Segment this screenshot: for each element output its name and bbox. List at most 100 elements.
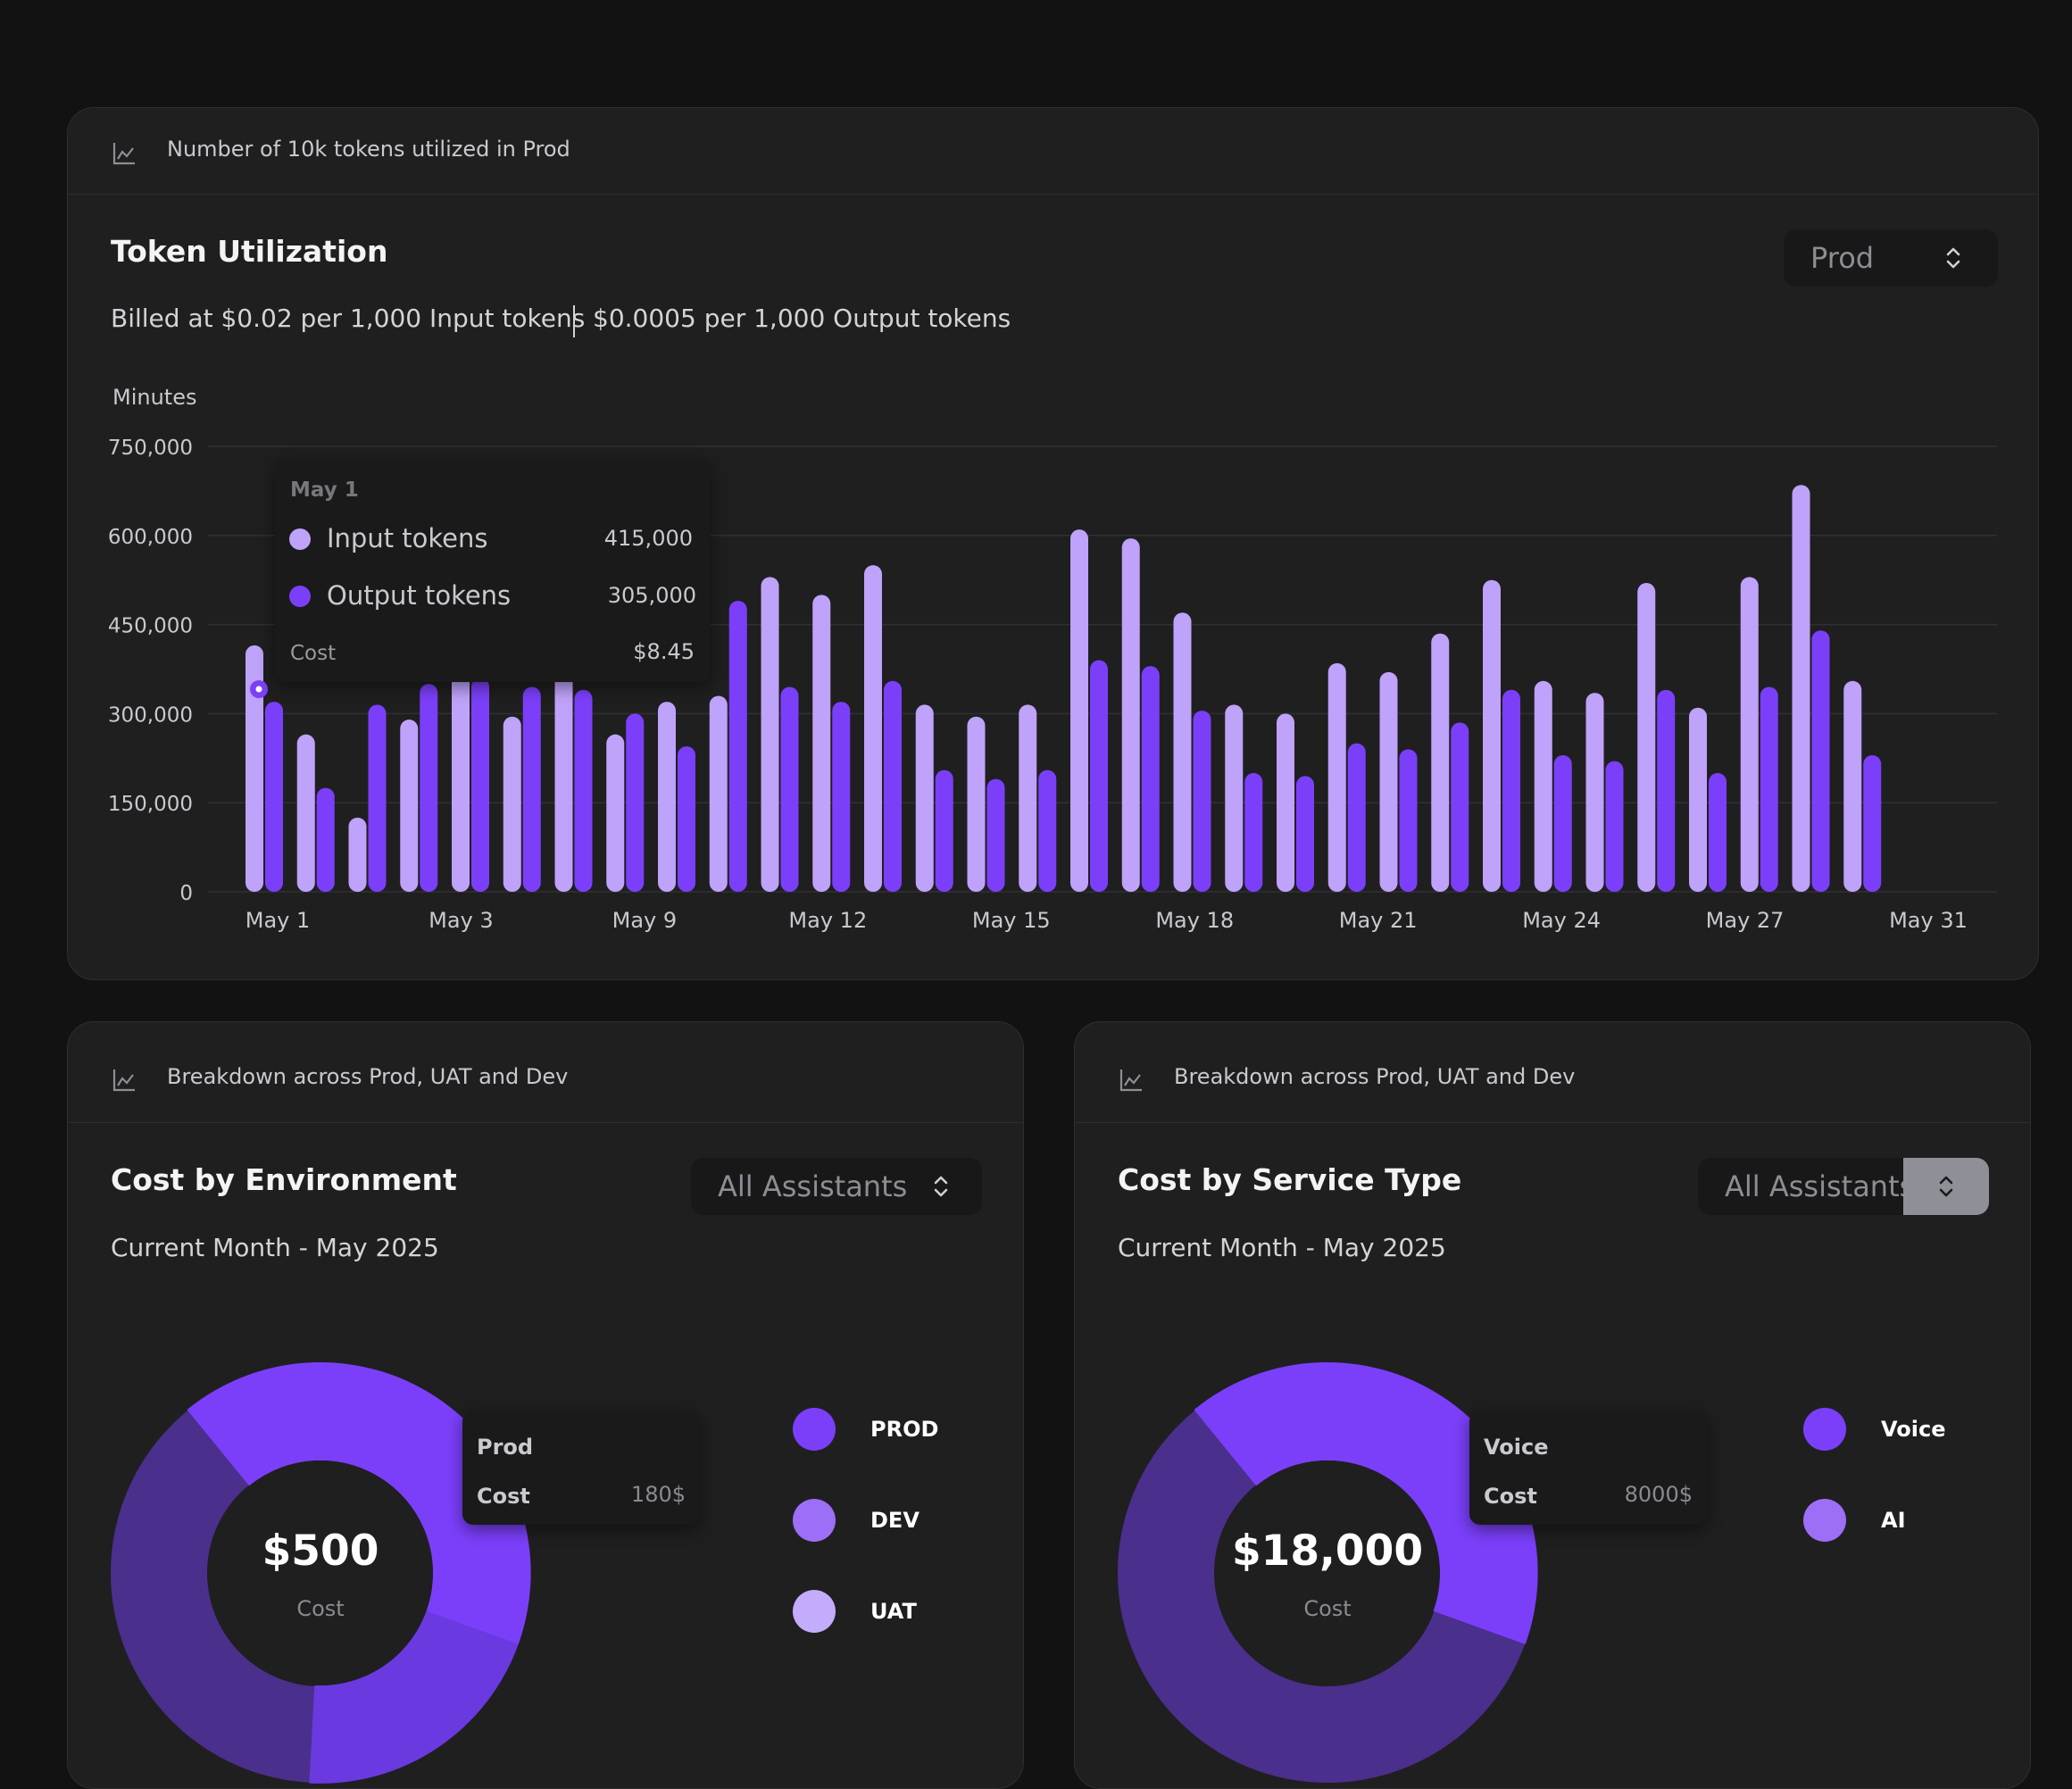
chart-icon xyxy=(112,143,135,165)
bar-input-tokens[interactable] xyxy=(1689,707,1707,892)
card-header-label: Breakdown across Prod, UAT and Dev xyxy=(1174,1064,1576,1089)
bar-input-tokens[interactable] xyxy=(1379,671,1398,892)
x-tick-label: May 1 xyxy=(245,908,311,933)
bar-input-tokens[interactable] xyxy=(812,595,831,892)
bar-input-tokens[interactable] xyxy=(1225,704,1244,892)
bar-input-tokens[interactable] xyxy=(1070,529,1088,892)
cost-by-service-type-card: Breakdown across Prod, UAT and Dev Cost … xyxy=(1074,1021,2031,1789)
bar-input-tokens[interactable] xyxy=(1792,485,1810,892)
bar-output-tokens[interactable] xyxy=(1141,666,1160,892)
bar-input-tokens[interactable] xyxy=(400,720,419,892)
card-subtitle: Current Month - May 2025 xyxy=(1118,1233,1446,1262)
bar-input-tokens[interactable] xyxy=(1121,538,1140,892)
bar-input-tokens[interactable] xyxy=(1483,579,1501,892)
bar-input-tokens[interactable] xyxy=(1277,713,1294,892)
bar-output-tokens[interactable] xyxy=(832,702,851,892)
x-tick-label: May 3 xyxy=(429,908,494,933)
y-tick-label: 450,000 xyxy=(108,615,193,638)
bar-output-tokens[interactable] xyxy=(1090,660,1108,892)
bar-input-tokens[interactable] xyxy=(296,734,315,892)
legend-label-ai: AI xyxy=(1881,1508,1906,1533)
legend-label-prod: PROD xyxy=(870,1417,939,1442)
bar-input-tokens[interactable] xyxy=(761,577,779,892)
bar-output-tokens[interactable] xyxy=(265,702,283,892)
bar-input-tokens[interactable] xyxy=(1843,680,1862,892)
bar-output-tokens[interactable] xyxy=(1709,772,1727,892)
card-subtitle: Current Month - May 2025 xyxy=(111,1233,439,1262)
bar-output-tokens[interactable] xyxy=(471,678,489,892)
bar-input-tokens[interactable] xyxy=(1585,693,1604,892)
bar-output-tokens[interactable] xyxy=(678,745,695,892)
select-toggle-button[interactable] xyxy=(1903,1158,1989,1215)
y-axis-label: Minutes xyxy=(112,385,196,410)
billing-divider xyxy=(573,305,575,337)
bar-output-tokens[interactable] xyxy=(368,704,387,892)
bar-output-tokens[interactable] xyxy=(626,713,645,892)
card-title: Cost by Environment xyxy=(111,1162,457,1197)
bar-output-tokens[interactable] xyxy=(1399,749,1418,892)
bar-input-tokens[interactable] xyxy=(606,734,625,892)
output-tokens-dot xyxy=(289,586,311,607)
bar-output-tokens[interactable] xyxy=(1863,754,1882,892)
bar-output-tokens[interactable] xyxy=(986,778,1005,892)
chevron-up-down-icon xyxy=(1939,1176,1953,1197)
bar-input-tokens[interactable] xyxy=(915,704,934,892)
bar-input-tokens[interactable] xyxy=(1740,577,1759,892)
bar-input-tokens[interactable] xyxy=(1327,662,1346,892)
bar-output-tokens[interactable] xyxy=(1038,770,1057,892)
bar-input-tokens[interactable] xyxy=(864,565,882,892)
card-title: Cost by Service Type xyxy=(1118,1162,1462,1197)
chevron-up-down-icon xyxy=(934,1176,948,1197)
bar-output-tokens[interactable] xyxy=(1347,743,1366,892)
bar-input-tokens[interactable] xyxy=(1534,680,1552,892)
bar-output-tokens[interactable] xyxy=(1451,722,1469,892)
bar-output-tokens[interactable] xyxy=(1502,689,1520,892)
bar-output-tokens[interactable] xyxy=(1760,686,1778,892)
bar-input-tokens[interactable] xyxy=(1173,612,1192,892)
bar-input-tokens[interactable] xyxy=(967,716,986,892)
bar-input-tokens[interactable] xyxy=(245,645,263,892)
bar-input-tokens[interactable] xyxy=(348,817,367,892)
x-tick-label: May 24 xyxy=(1522,908,1601,933)
bar-output-tokens[interactable] xyxy=(728,600,747,892)
legend-dot-uat xyxy=(793,1590,836,1633)
bar-output-tokens[interactable] xyxy=(1296,776,1314,892)
billing-output-rate: $0.0005 per 1,000 Output tokens xyxy=(593,304,1011,333)
bar-output-tokens[interactable] xyxy=(1605,761,1624,892)
donut-center-label: Cost xyxy=(1303,1596,1352,1621)
x-tick-label: May 31 xyxy=(1889,908,1968,933)
bar-input-tokens[interactable] xyxy=(1637,583,1656,892)
tooltip-segment-name: Voice xyxy=(1484,1435,1549,1460)
bar-output-tokens[interactable] xyxy=(1657,689,1676,892)
x-tick-label: May 15 xyxy=(972,908,1051,933)
bar-output-tokens[interactable] xyxy=(420,684,438,892)
environment-select[interactable]: Prod xyxy=(1784,229,1998,287)
tooltip-cost-label: Cost xyxy=(477,1484,530,1509)
legend-label-dev: DEV xyxy=(870,1508,920,1533)
tooltip-output-label: Output tokens xyxy=(327,580,512,611)
bar-input-tokens[interactable] xyxy=(658,702,676,892)
bar-output-tokens[interactable] xyxy=(1553,754,1572,892)
bar-output-tokens[interactable] xyxy=(884,680,902,892)
bar-output-tokens[interactable] xyxy=(935,770,953,892)
cost-by-environment-card: Breakdown across Prod, UAT and Dev Cost … xyxy=(67,1021,1024,1789)
bar-output-tokens[interactable] xyxy=(1193,711,1211,892)
bar-input-tokens[interactable] xyxy=(1431,633,1450,892)
assistant-select[interactable]: All Assistants xyxy=(691,1158,982,1215)
bar-output-tokens[interactable] xyxy=(780,686,799,892)
x-tick-label: May 21 xyxy=(1339,908,1418,933)
assistant-select[interactable]: All Assistants xyxy=(1698,1158,1989,1215)
bar-output-tokens[interactable] xyxy=(522,686,541,892)
bar-output-tokens[interactable] xyxy=(574,689,593,892)
bar-input-tokens[interactable] xyxy=(503,716,521,892)
bar-output-tokens[interactable] xyxy=(1811,630,1830,892)
donut-center-label: Cost xyxy=(296,1596,345,1621)
y-tick-label: 150,000 xyxy=(108,793,193,816)
bar-output-tokens[interactable] xyxy=(1244,772,1263,892)
bar-input-tokens[interactable] xyxy=(709,695,728,892)
chevron-up-down-icon xyxy=(1946,247,1960,269)
tooltip-input-value: 415,000 xyxy=(603,526,693,551)
bar-input-tokens[interactable] xyxy=(1019,704,1037,892)
legend-dot-prod xyxy=(793,1408,836,1451)
bar-output-tokens[interactable] xyxy=(316,787,335,892)
